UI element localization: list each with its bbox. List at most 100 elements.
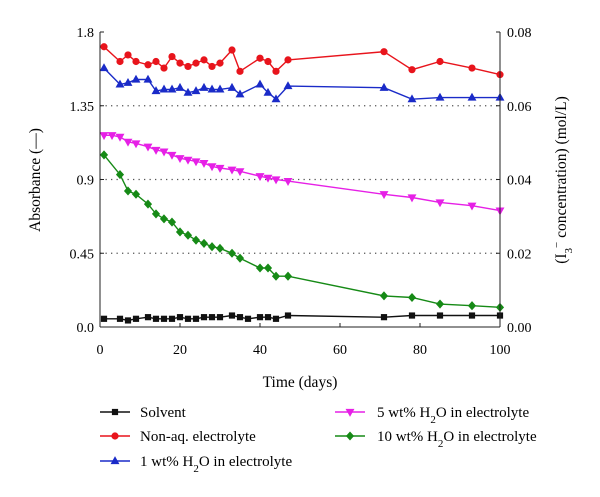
legend: Solvent Non-aq. electrolyte 1 wt% H2O in e… xyxy=(100,405,537,475)
legend-label: 5 wt% H2O in electrolyte xyxy=(377,405,529,426)
data-point-5-wt-h2o-in-electrolyte xyxy=(143,143,153,152)
data-point-non-aq-electrolyte xyxy=(408,66,416,74)
data-point-solvent xyxy=(144,314,152,321)
y2-tick-label: 0.06 xyxy=(507,100,532,115)
data-point-10-wt-h2o-in-electrolyte xyxy=(379,291,389,301)
data-point-solvent xyxy=(284,312,292,319)
data-point-10-wt-h2o-in-electrolyte xyxy=(467,301,477,311)
series-1-wt-h2o-in-electrolyte xyxy=(99,63,505,103)
data-point-non-aq-electrolyte xyxy=(184,62,192,71)
x-tick-label: 40 xyxy=(253,343,267,358)
y-axis-title: Absorbance (—) xyxy=(27,128,44,232)
data-point-5-wt-h2o-in-electrolyte xyxy=(199,160,209,168)
series-line-10-wt-h2o-in-electrolyte xyxy=(103,154,501,308)
data-point-solvent xyxy=(124,317,132,324)
data-point-10-wt-h2o-in-electrolyte xyxy=(131,189,141,199)
data-point-non-aq-electrolyte xyxy=(216,59,224,67)
data-point-solvent xyxy=(264,314,272,321)
data-point-non-aq-electrolyte xyxy=(208,62,216,71)
data-point-5-wt-h2o-in-electrolyte xyxy=(183,156,193,165)
series-10-wt-h2o-in-electrolyte xyxy=(99,150,505,312)
data-point-1-wt-h2o-in-electrolyte xyxy=(283,81,293,90)
grid xyxy=(100,105,500,254)
data-point-solvent xyxy=(160,315,168,322)
data-point-solvent xyxy=(256,314,264,321)
data-point-solvent xyxy=(244,315,252,322)
data-point-10-wt-h2o-in-electrolyte xyxy=(255,263,265,273)
data-point-1-wt-h2o-in-electrolyte xyxy=(159,84,169,93)
data-point-10-wt-h2o-in-electrolyte xyxy=(151,209,161,219)
series-non-aq-electrolyte xyxy=(100,43,504,79)
data-point-5-wt-h2o-in-electrolyte xyxy=(407,194,417,203)
data-point-solvent xyxy=(228,312,236,319)
data-point-solvent xyxy=(176,314,184,321)
legend-label: 1 wt% H2O in electrolyte xyxy=(140,454,292,475)
data-point-5-wt-h2o-in-electrolyte xyxy=(191,158,201,167)
legend-item-1-wt-h2o-in-electrolyte: 1 wt% H2O in electrolyte xyxy=(100,454,292,475)
data-point-1-wt-h2o-in-electrolyte xyxy=(131,74,141,83)
data-point-solvent xyxy=(408,312,416,319)
data-point-1-wt-h2o-in-electrolyte xyxy=(435,92,445,101)
data-point-solvent xyxy=(208,314,216,321)
data-point-solvent xyxy=(272,315,280,322)
data-point-non-aq-electrolyte xyxy=(152,57,160,66)
data-point-non-aq-electrolyte xyxy=(200,56,208,64)
data-point-solvent xyxy=(168,315,176,322)
data-point-non-aq-electrolyte xyxy=(436,57,444,66)
ticks: 0 20 40 60 80 100 0.0 0.45 0.9 1.35 1.8 0.00 0.02 0.0… xyxy=(70,26,532,358)
data-point-5-wt-h2o-in-electrolyte xyxy=(379,191,389,200)
data-point-1-wt-h2o-in-electrolyte xyxy=(215,84,225,93)
data-point-solvent xyxy=(132,315,140,322)
series-layer xyxy=(99,43,505,324)
data-point-10-wt-h2o-in-electrolyte xyxy=(99,150,109,160)
data-point-5-wt-h2o-in-electrolyte xyxy=(99,132,109,141)
data-point-10-wt-h2o-in-electrolyte xyxy=(215,243,225,253)
data-point-solvent xyxy=(100,315,108,322)
legend-item-10-wt-h2o-in-electrolyte: 10 wt% H2O in electrolyte xyxy=(335,429,537,450)
data-point-10-wt-h2o-in-electrolyte xyxy=(123,186,133,196)
data-point-10-wt-h2o-in-electrolyte xyxy=(143,199,153,209)
legend-marker xyxy=(345,431,355,441)
x-axis-title: Time (days) xyxy=(263,374,338,391)
y-tick-label: 1.8 xyxy=(77,26,95,41)
data-point-1-wt-h2o-in-electrolyte xyxy=(199,82,209,91)
data-point-10-wt-h2o-in-electrolyte xyxy=(227,248,237,258)
data-point-5-wt-h2o-in-electrolyte xyxy=(167,151,177,160)
data-point-10-wt-h2o-in-electrolyte xyxy=(435,299,445,309)
data-point-non-aq-electrolyte xyxy=(168,52,176,61)
data-point-1-wt-h2o-in-electrolyte xyxy=(207,84,217,93)
data-point-10-wt-h2o-in-electrolyte xyxy=(115,170,125,180)
data-point-10-wt-h2o-in-electrolyte xyxy=(235,253,245,263)
data-point-1-wt-h2o-in-electrolyte xyxy=(99,63,109,72)
data-point-solvent xyxy=(380,314,388,321)
data-point-non-aq-electrolyte xyxy=(100,43,108,51)
data-point-10-wt-h2o-in-electrolyte xyxy=(263,263,273,273)
data-point-1-wt-h2o-in-electrolyte xyxy=(255,79,265,88)
data-point-5-wt-h2o-in-electrolyte xyxy=(435,199,445,208)
legend-item-solvent: Solvent xyxy=(100,405,187,421)
y-tick-label: 1.35 xyxy=(70,100,95,115)
y-tick-label: 0.45 xyxy=(70,247,95,262)
data-point-5-wt-h2o-in-electrolyte xyxy=(159,148,169,157)
data-point-5-wt-h2o-in-electrolyte xyxy=(175,155,185,164)
y-tick-label: 0.0 xyxy=(77,321,95,336)
data-point-5-wt-h2o-in-electrolyte xyxy=(151,146,161,155)
data-point-solvent xyxy=(216,314,224,321)
y2-tick-label: 0.02 xyxy=(507,247,532,262)
x-tick-label: 20 xyxy=(173,343,187,358)
x-tick-label: 0 xyxy=(97,343,104,358)
legend-label: 10 wt% H2O in electrolyte xyxy=(377,429,537,450)
data-point-5-wt-h2o-in-electrolyte xyxy=(215,164,225,173)
data-point-non-aq-electrolyte xyxy=(144,61,152,69)
legend-item-5-wt-h2o-in-electrolyte: 5 wt% H2O in electrolyte xyxy=(335,405,529,426)
legend-label: Non-aq. electrolyte xyxy=(140,429,256,445)
data-point-5-wt-h2o-in-electrolyte xyxy=(235,168,245,177)
data-point-1-wt-h2o-in-electrolyte xyxy=(183,87,193,96)
data-point-non-aq-electrolyte xyxy=(468,64,476,72)
data-point-10-wt-h2o-in-electrolyte xyxy=(191,235,201,245)
x-tick-label: 100 xyxy=(490,343,511,358)
data-point-10-wt-h2o-in-electrolyte xyxy=(183,230,193,240)
data-point-1-wt-h2o-in-electrolyte xyxy=(379,82,389,91)
data-point-5-wt-h2o-in-electrolyte xyxy=(255,173,265,182)
data-point-5-wt-h2o-in-electrolyte xyxy=(283,178,293,186)
